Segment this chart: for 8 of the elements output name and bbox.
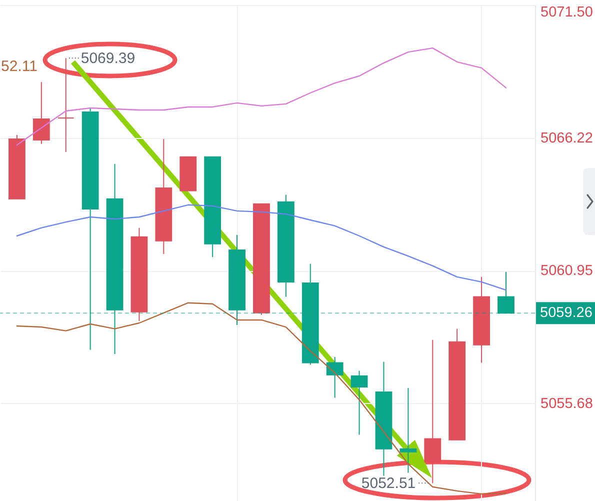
annotation: 5069.39 [80,50,136,68]
y-tick-label: 5055.68 [540,396,593,412]
y-tick-label: 5060.95 [540,263,593,280]
y-tick-label: 5066.22 [540,130,593,146]
annotation: 52.11 [1,58,38,75]
y-tick-label: 5071.50 [540,4,593,20]
annotation: 5052.51 [361,475,416,492]
ref-line-label: 5059.26 [540,305,592,322]
